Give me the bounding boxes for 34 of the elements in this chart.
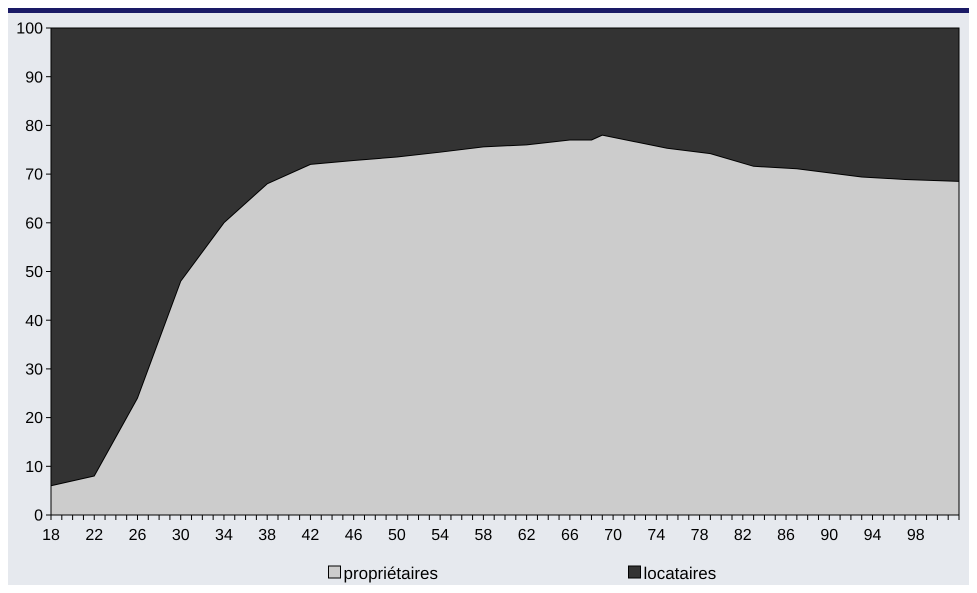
x-tick-label: 82 [734, 527, 752, 544]
x-tick-label: 66 [560, 527, 579, 544]
y-tick-label: 90 [25, 69, 44, 86]
x-tick-label: 38 [258, 527, 276, 544]
y-tick-label: 10 [25, 458, 44, 476]
x-tick-label: 90 [820, 527, 838, 544]
y-tick-label: 0 [34, 508, 44, 525]
x-tick-label: 74 [647, 527, 666, 544]
x-tick-label: 50 [388, 527, 406, 544]
y-tick-label: 30 [25, 362, 44, 378]
y-tick-label: 70 [25, 166, 44, 184]
x-tick-label: 98 [906, 527, 925, 544]
x-tick-label: 70 [604, 527, 622, 544]
x-tick-label: 78 [690, 527, 709, 544]
y-tick-label: 60 [25, 215, 44, 232]
x-tick-label: 58 [474, 527, 492, 544]
y-tick-label: 100 [16, 20, 44, 38]
x-tick-label: 62 [518, 527, 536, 544]
x-tick-label: 34 [215, 527, 233, 544]
x-tick-label: 30 [172, 527, 190, 544]
x-tick-label: 26 [128, 527, 146, 544]
x-tick-label: 46 [344, 527, 363, 544]
y-tick-label: 20 [25, 410, 44, 428]
legend-label: propriétaires [344, 564, 438, 583]
x-tick-label: 86 [777, 527, 796, 544]
x-tick-label: 94 [864, 527, 882, 544]
x-tick-label: 42 [302, 527, 320, 544]
x-tick-label: 54 [431, 527, 450, 544]
y-tick-label: 40 [25, 312, 44, 330]
x-tick-label: 18 [42, 527, 60, 544]
x-tick-label: 22 [85, 527, 104, 544]
y-tick-label: 50 [25, 264, 44, 282]
legend-label: locataires [644, 564, 716, 583]
y-tick-label: 80 [25, 118, 44, 135]
